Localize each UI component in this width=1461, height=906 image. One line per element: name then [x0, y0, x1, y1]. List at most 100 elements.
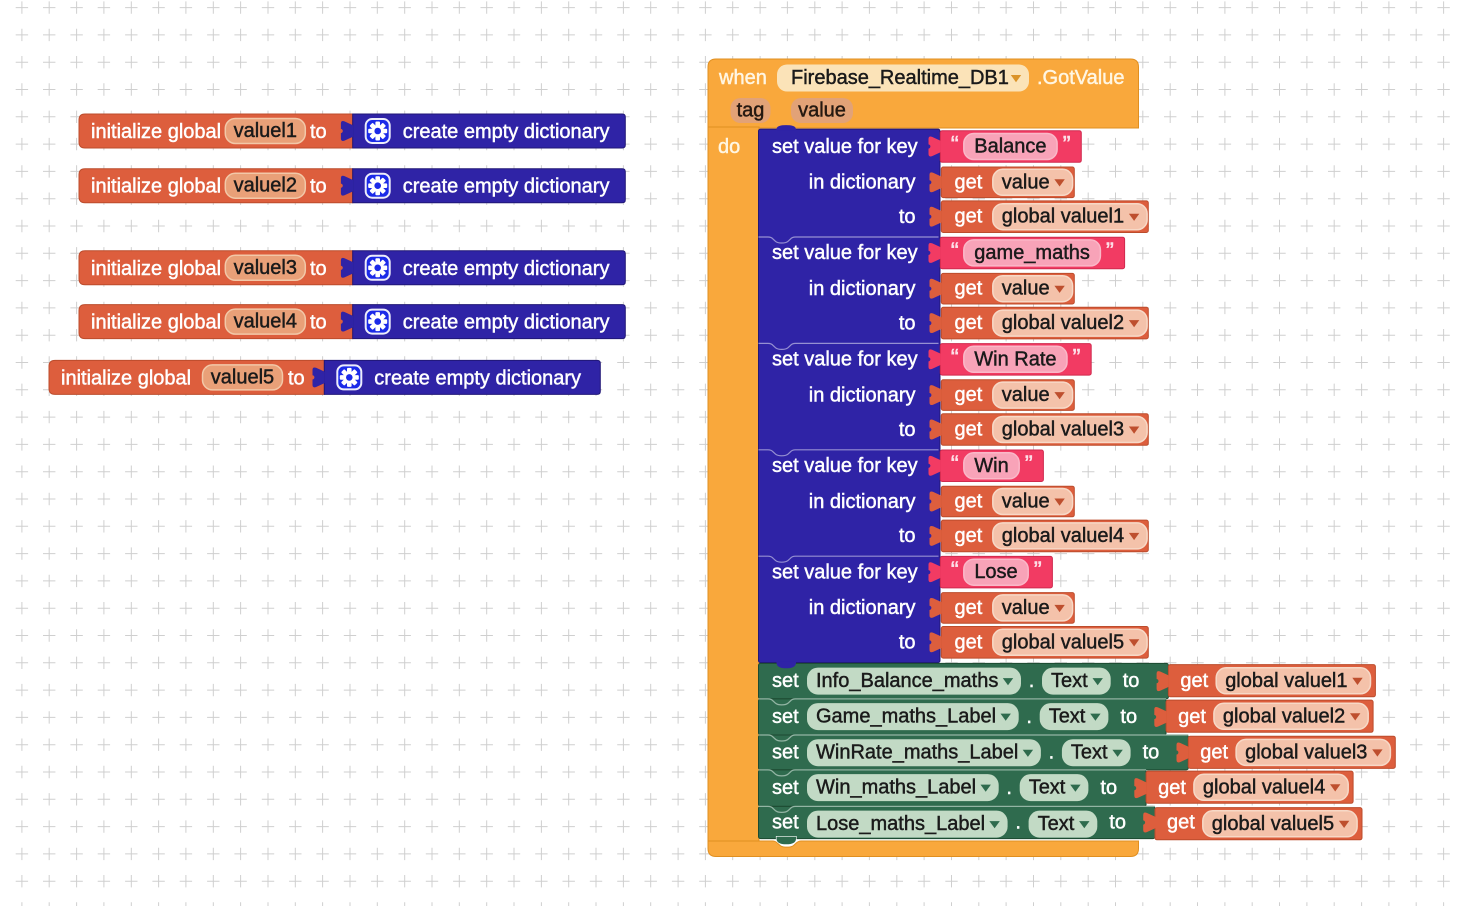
svg-text:set: set	[772, 706, 799, 728]
svg-text:Game_maths_Label: Game_maths_Label	[816, 706, 996, 728]
svg-text:“: “	[951, 238, 959, 265]
svg-text:game_maths: game_maths	[974, 242, 1090, 264]
svg-text:when: when	[718, 67, 767, 89]
svg-text:get: get	[955, 525, 983, 547]
svg-text:.: .	[1029, 670, 1035, 692]
svg-text:set value for key: set value for key	[772, 561, 918, 583]
svg-text:set value for key: set value for key	[772, 242, 918, 264]
svg-text:create empty dictionary: create empty dictionary	[374, 367, 581, 389]
svg-text:initialize global: initialize global	[91, 176, 221, 198]
svg-text:in dictionary: in dictionary	[809, 172, 916, 194]
svg-text:set: set	[772, 670, 799, 692]
svg-text:Firebase_Realtime_DB1: Firebase_Realtime_DB1	[791, 67, 1009, 89]
svg-text:valuel5: valuel5	[211, 366, 274, 388]
svg-text:global valuel1: global valuel1	[1002, 206, 1124, 228]
svg-text:to: to	[899, 632, 916, 654]
svg-text:.: .	[1006, 777, 1012, 799]
svg-text:Win: Win	[974, 455, 1008, 477]
svg-text:value: value	[798, 100, 846, 122]
svg-text:to: to	[1109, 812, 1126, 834]
svg-text:in dictionary: in dictionary	[809, 278, 916, 300]
svg-text:get: get	[1178, 706, 1206, 728]
svg-text:Lose: Lose	[974, 561, 1017, 583]
svg-text:to: to	[310, 121, 327, 143]
svg-text:to: to	[899, 419, 916, 441]
svg-text:global valuel2: global valuel2	[1002, 312, 1124, 334]
svg-text:get: get	[955, 171, 983, 193]
svg-text:get: get	[1158, 777, 1186, 799]
svg-text:to: to	[1120, 706, 1137, 728]
svg-text:Text: Text	[1049, 706, 1086, 728]
svg-text:.: .	[1015, 812, 1021, 834]
svg-text:Balance: Balance	[974, 136, 1046, 158]
svg-text:set value for key: set value for key	[772, 349, 918, 371]
svg-text:valuel2: valuel2	[234, 175, 297, 197]
svg-text:create empty dictionary: create empty dictionary	[403, 121, 610, 143]
svg-text:set: set	[772, 812, 799, 834]
svg-text:value: value	[1002, 384, 1050, 406]
svg-text:Text: Text	[1071, 742, 1108, 764]
svg-text:Text: Text	[1051, 670, 1088, 692]
svg-text:Win_maths_Label: Win_maths_Label	[816, 777, 976, 799]
svg-text:initialize global: initialize global	[91, 121, 221, 143]
svg-text:Win Rate: Win Rate	[974, 348, 1056, 370]
svg-text:“: “	[951, 344, 959, 371]
svg-text:value: value	[1002, 491, 1050, 513]
svg-text:”: ”	[1106, 238, 1114, 265]
svg-text:get: get	[1167, 812, 1195, 834]
svg-text:to: to	[310, 312, 327, 334]
svg-text:global valuel3: global valuel3	[1002, 419, 1124, 441]
svg-text:”: ”	[1073, 344, 1081, 371]
svg-text:do: do	[718, 136, 740, 158]
svg-text:valuel1: valuel1	[234, 120, 297, 142]
svg-text:.: .	[1049, 742, 1055, 764]
svg-text:value: value	[1002, 597, 1050, 619]
svg-text:get: get	[955, 631, 983, 653]
svg-text:.GotValue: .GotValue	[1037, 67, 1124, 89]
svg-text:global valuel5: global valuel5	[1002, 631, 1124, 653]
svg-text:in dictionary: in dictionary	[809, 384, 916, 406]
svg-text:global valuel1: global valuel1	[1225, 670, 1347, 692]
svg-text:tag: tag	[737, 100, 765, 122]
svg-text:create empty dictionary: create empty dictionary	[403, 312, 610, 334]
svg-text:”: ”	[1034, 557, 1042, 584]
svg-text:set value for key: set value for key	[772, 136, 918, 158]
svg-text:get: get	[955, 278, 983, 300]
svg-text:“: “	[951, 557, 959, 584]
svg-text:to: to	[1123, 670, 1140, 692]
svg-text:get: get	[1200, 742, 1228, 764]
svg-text:in dictionary: in dictionary	[809, 491, 916, 513]
svg-text:to: to	[310, 258, 327, 280]
svg-text:to: to	[310, 176, 327, 198]
svg-text:global valuel2: global valuel2	[1223, 705, 1345, 727]
svg-text:get: get	[955, 597, 983, 619]
svg-text:Text: Text	[1038, 813, 1075, 835]
svg-text:Text: Text	[1029, 777, 1066, 799]
svg-text:in dictionary: in dictionary	[809, 597, 916, 619]
svg-text:“: “	[951, 132, 959, 159]
svg-text:get: get	[955, 206, 983, 228]
svg-text:to: to	[1143, 742, 1160, 764]
svg-text:initialize global: initialize global	[91, 312, 221, 334]
svg-text:get: get	[955, 312, 983, 334]
svg-text:valuel3: valuel3	[234, 257, 297, 279]
svg-text:create empty dictionary: create empty dictionary	[403, 258, 610, 280]
svg-text:Info_Balance_maths: Info_Balance_maths	[816, 670, 998, 692]
svg-text:WinRate_maths_Label: WinRate_maths_Label	[816, 742, 1018, 764]
svg-text:get: get	[955, 491, 983, 513]
svg-text:initialize global: initialize global	[61, 367, 191, 389]
svg-text:get: get	[955, 419, 983, 441]
svg-text:value: value	[1002, 171, 1050, 193]
svg-text:global valuel5: global valuel5	[1212, 813, 1334, 835]
svg-text:Lose_maths_Label: Lose_maths_Label	[816, 813, 985, 835]
svg-text:global valuel4: global valuel4	[1203, 776, 1325, 798]
svg-text:”: ”	[1025, 451, 1033, 478]
svg-text:to: to	[288, 367, 305, 389]
svg-text:to: to	[899, 312, 916, 334]
svg-text:“: “	[951, 451, 959, 478]
svg-text:set value for key: set value for key	[772, 455, 918, 477]
svg-text:set: set	[772, 742, 799, 764]
svg-text:valuel4: valuel4	[234, 311, 297, 333]
svg-text:to: to	[899, 206, 916, 228]
svg-text:create empty dictionary: create empty dictionary	[403, 176, 610, 198]
